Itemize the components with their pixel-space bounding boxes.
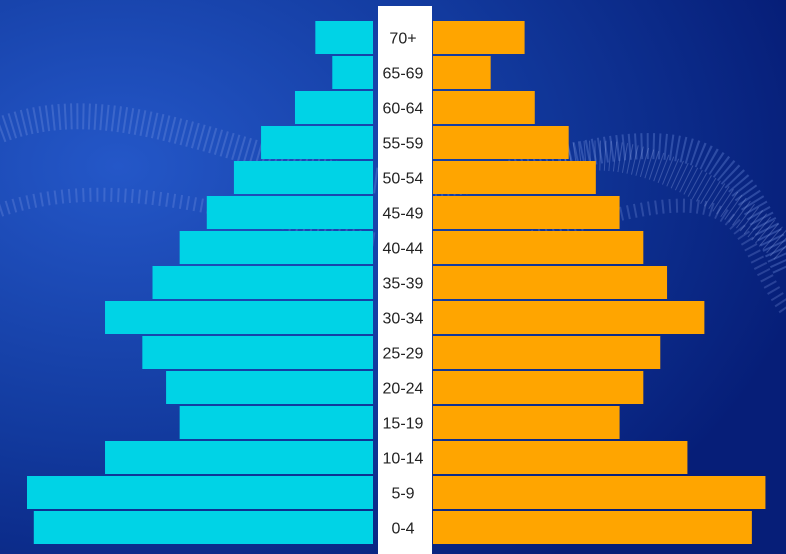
bar-right-25-29 (433, 336, 661, 369)
bar-right-0-4 (433, 511, 752, 544)
bar-left-5-9 (27, 476, 373, 509)
bar-left-35-39 (152, 266, 373, 299)
bar-left-20-24 (166, 371, 373, 404)
bar-right-30-34 (433, 301, 705, 334)
age-label-40-44: 40-44 (383, 241, 424, 258)
age-label-45-49: 45-49 (383, 206, 424, 223)
bar-right-70+ (433, 21, 525, 54)
age-label-65-69: 65-69 (383, 66, 424, 83)
bar-right-55-59 (433, 126, 569, 159)
bar-left-55-59 (261, 126, 373, 159)
bar-left-50-54 (233, 161, 373, 194)
bar-right-15-19 (433, 406, 620, 439)
left-series (27, 21, 374, 544)
bar-left-65-69 (332, 56, 373, 89)
age-label-50-54: 50-54 (383, 171, 424, 188)
bar-right-45-49 (433, 196, 620, 229)
age-label-15-19: 15-19 (383, 416, 424, 433)
bar-left-10-14 (105, 441, 374, 474)
bar-left-70+ (315, 21, 373, 54)
age-label-0-4: 0-4 (391, 521, 414, 538)
bar-left-60-64 (294, 91, 373, 124)
bar-right-10-14 (433, 441, 688, 474)
age-label-35-39: 35-39 (383, 276, 424, 293)
bar-right-40-44 (433, 231, 644, 264)
bar-right-35-39 (433, 266, 668, 299)
bar-right-60-64 (433, 91, 535, 124)
bar-left-40-44 (179, 231, 373, 264)
bar-left-25-29 (142, 336, 373, 369)
bar-left-30-34 (105, 301, 374, 334)
age-label-60-64: 60-64 (383, 101, 424, 118)
age-labels: 70+ 65-69 60-64 55-59 50-54 45-49 40-44 35-39 30… (383, 31, 424, 538)
age-label-25-29: 25-29 (383, 346, 424, 363)
age-label-70+: 70+ (389, 31, 416, 48)
bar-right-50-54 (433, 161, 596, 194)
bar-right-5-9 (433, 476, 766, 509)
bar-left-45-49 (206, 196, 373, 229)
bar-right-20-24 (433, 371, 644, 404)
age-label-5-9: 5-9 (391, 486, 414, 503)
age-label-20-24: 20-24 (383, 381, 424, 398)
bar-right-65-69 (433, 56, 491, 89)
bar-left-15-19 (179, 406, 373, 439)
bar-left-0-4 (33, 511, 374, 544)
age-label-30-34: 30-34 (383, 311, 424, 328)
age-label-55-59: 55-59 (383, 136, 424, 153)
age-label-10-14: 10-14 (383, 451, 424, 468)
age-label-strip (378, 6, 432, 554)
right-series (433, 21, 766, 544)
